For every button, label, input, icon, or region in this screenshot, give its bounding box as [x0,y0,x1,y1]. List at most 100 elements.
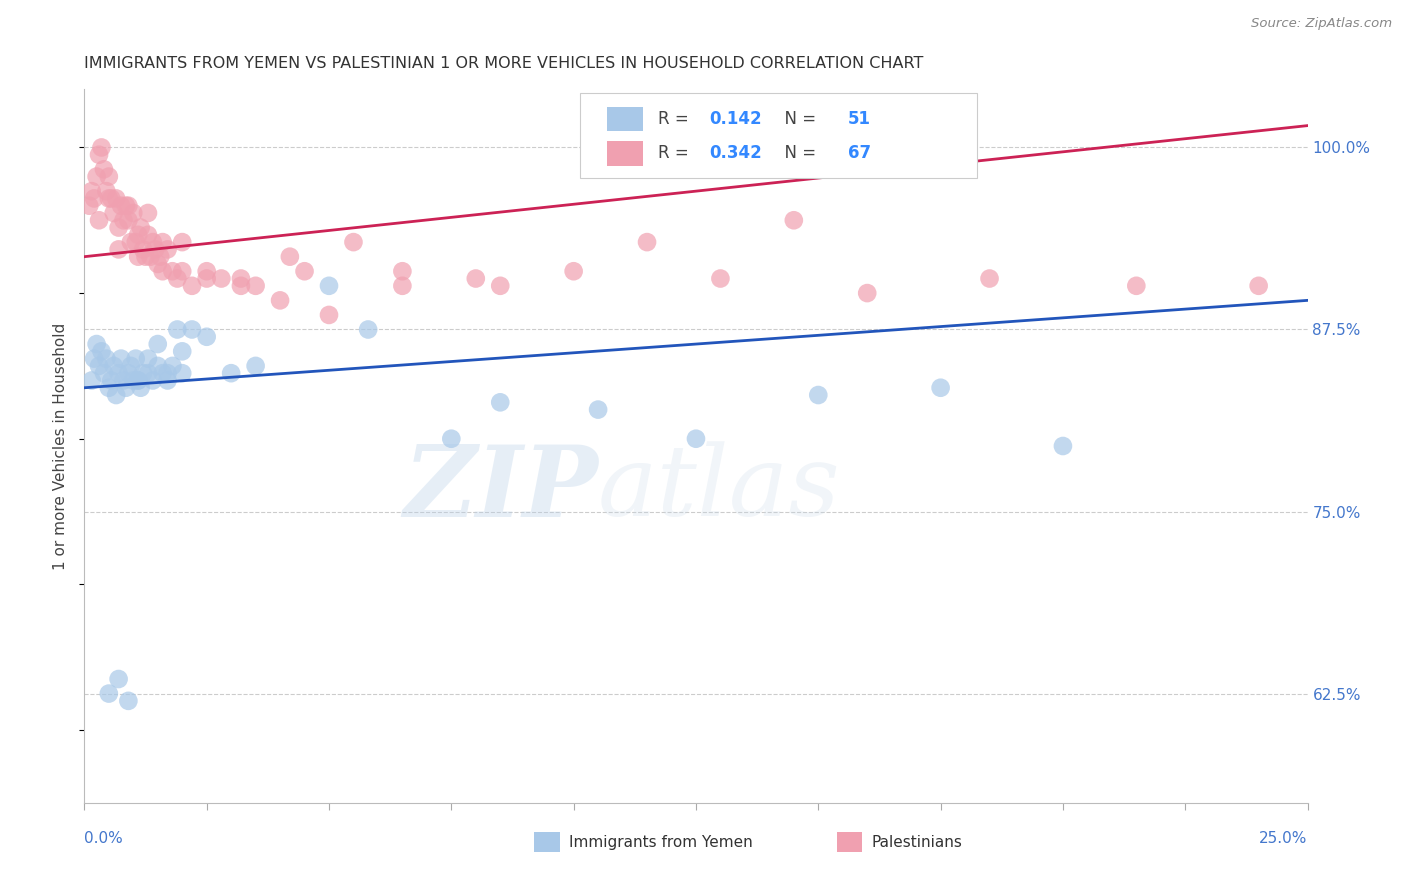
Point [143,243,166,257]
Text: R =: R = [658,145,695,162]
Point [97,191,120,205]
Point [162,264,184,278]
Point [122,206,145,220]
Point [117,694,139,708]
Point [146,337,169,351]
Point [783,213,806,227]
Point [103,206,125,220]
Point [100,374,122,388]
Point [1125,278,1147,293]
Point [117,366,139,380]
Point [80,374,103,388]
Y-axis label: 1 or more Vehicles in Household: 1 or more Vehicles in Household [53,322,69,570]
Point [172,235,194,249]
Point [142,235,165,249]
Point [209,271,232,285]
Point [195,330,218,344]
Point [117,213,139,227]
Point [103,359,125,373]
Point [105,191,128,205]
Point [166,322,188,336]
Point [83,351,105,366]
Point [136,227,159,242]
Point [172,264,194,278]
Point [152,264,174,278]
Text: 67: 67 [848,145,870,162]
Point [127,374,149,388]
Point [391,264,413,278]
Point [294,264,316,278]
Point [807,388,830,402]
Text: Palestinians: Palestinians [872,835,963,849]
Point [127,250,149,264]
Point [146,257,169,271]
Point [195,264,218,278]
Point [391,278,413,293]
Point [120,235,142,249]
Point [195,271,218,285]
Point [146,359,169,373]
Point [166,271,188,285]
Point [127,374,149,388]
Point [269,293,291,308]
Point [1052,439,1074,453]
Text: Immigrants from Yemen: Immigrants from Yemen [569,835,754,849]
Point [107,243,129,257]
Point [115,381,138,395]
Point [93,162,115,177]
Point [139,250,162,264]
Point [115,199,138,213]
Point [278,250,301,264]
Point [122,374,145,388]
Point [135,250,157,264]
Point [132,366,155,380]
Point [87,213,110,227]
Point [97,687,120,701]
Point [96,351,118,366]
Point [97,381,120,395]
Point [112,213,135,227]
Point [107,672,129,686]
Point [318,308,340,322]
Point [229,271,252,285]
Point [87,359,110,373]
Text: 25.0%: 25.0% [1260,831,1308,846]
Point [112,374,135,388]
Point [97,169,120,184]
Point [229,278,252,293]
Point [93,366,115,380]
Text: ZIP: ZIP [404,441,598,537]
Text: N =: N = [775,145,821,162]
Point [87,147,110,161]
Point [125,351,148,366]
Point [562,264,585,278]
Point [586,402,609,417]
Point [856,286,879,301]
Point [709,271,731,285]
Text: 0.342: 0.342 [710,145,762,162]
Point [357,322,380,336]
Point [136,206,159,220]
Point [86,169,108,184]
Text: Source: ZipAtlas.com: Source: ZipAtlas.com [1251,17,1392,29]
Text: atlas: atlas [598,442,841,536]
Point [979,271,1001,285]
Text: 0.142: 0.142 [710,111,762,128]
Text: IMMIGRANTS FROM YEMEN VS PALESTINIAN 1 OR MORE VEHICLES IN HOUSEHOLD CORRELATION: IMMIGRANTS FROM YEMEN VS PALESTINIAN 1 O… [84,56,924,71]
Point [152,235,174,249]
Point [181,322,204,336]
Point [172,344,194,359]
Point [464,271,486,285]
Point [80,184,103,198]
Point [117,199,139,213]
FancyBboxPatch shape [606,107,644,131]
Point [125,235,148,249]
Point [77,199,100,213]
Point [245,278,267,293]
Point [152,366,174,380]
Point [489,278,512,293]
Point [440,432,463,446]
Point [142,374,165,388]
Point [105,388,128,402]
Point [129,381,152,395]
